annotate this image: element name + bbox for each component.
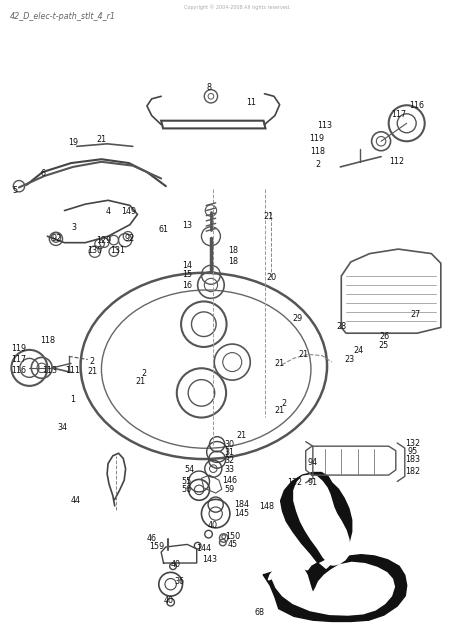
Text: 56: 56	[181, 485, 191, 494]
Text: 33: 33	[224, 465, 235, 474]
Text: 113: 113	[42, 366, 57, 375]
Text: 21: 21	[274, 406, 285, 415]
Text: 184: 184	[234, 500, 249, 509]
Text: 59: 59	[224, 485, 235, 494]
Text: 144: 144	[196, 544, 211, 553]
Text: Copyright © 2004-2008 All rights reserved.: Copyright © 2004-2008 All rights reserve…	[184, 4, 290, 10]
Text: 18: 18	[228, 257, 238, 266]
Text: 6: 6	[40, 169, 45, 178]
Text: 132: 132	[287, 478, 302, 487]
Text: 32: 32	[224, 456, 235, 465]
Text: 21: 21	[274, 359, 285, 368]
Text: 34: 34	[57, 423, 68, 432]
Text: 54: 54	[184, 465, 195, 474]
Text: 45: 45	[227, 540, 237, 549]
Text: 21: 21	[237, 431, 247, 440]
Text: 113: 113	[317, 121, 332, 130]
Text: 94: 94	[308, 458, 318, 467]
Text: 4: 4	[106, 207, 110, 216]
Text: 182: 182	[405, 467, 420, 476]
Text: 131: 131	[110, 246, 125, 255]
Text: 117: 117	[392, 110, 407, 119]
Text: 28: 28	[336, 322, 346, 331]
Polygon shape	[294, 475, 350, 565]
Text: 5: 5	[13, 186, 18, 195]
Text: 27: 27	[410, 310, 420, 319]
Text: 46: 46	[146, 534, 157, 543]
Text: 119: 119	[11, 344, 27, 353]
Text: 23: 23	[345, 355, 355, 364]
Text: 18: 18	[228, 246, 238, 255]
Text: 13: 13	[182, 221, 192, 230]
Text: 118: 118	[310, 147, 325, 156]
Text: 129: 129	[96, 236, 111, 245]
Text: 112: 112	[389, 157, 404, 166]
Text: 2: 2	[281, 399, 286, 408]
Text: 8: 8	[206, 83, 211, 92]
Text: 15: 15	[182, 270, 192, 279]
Text: 20: 20	[266, 273, 276, 282]
Text: 92: 92	[125, 234, 135, 243]
Text: 1: 1	[70, 395, 75, 404]
Text: 61: 61	[158, 225, 168, 234]
Text: 111: 111	[65, 366, 81, 375]
Text: 132: 132	[405, 439, 420, 448]
Text: 21: 21	[263, 213, 273, 221]
Text: 40: 40	[163, 596, 173, 605]
Text: 40: 40	[207, 521, 218, 530]
Text: 31: 31	[224, 448, 235, 457]
Text: 159: 159	[149, 542, 164, 551]
Text: 145: 145	[234, 509, 249, 518]
Text: 42_D_elec-t-path_stlt_4_r1: 42_D_elec-t-path_stlt_4_r1	[10, 12, 116, 21]
Text: 118: 118	[40, 336, 55, 345]
Text: 143: 143	[202, 555, 217, 564]
Text: 116: 116	[11, 366, 27, 375]
Text: 130: 130	[87, 246, 102, 255]
Text: 16: 16	[182, 281, 192, 290]
Text: 183: 183	[405, 455, 420, 464]
Text: 148: 148	[259, 502, 274, 511]
Text: 116: 116	[410, 101, 425, 110]
Text: 29: 29	[292, 314, 303, 323]
Text: 3: 3	[72, 223, 76, 232]
Text: 21: 21	[88, 367, 98, 376]
Text: 21: 21	[97, 135, 107, 144]
Text: 55: 55	[181, 477, 191, 486]
Polygon shape	[263, 473, 407, 621]
Text: 117: 117	[11, 355, 27, 364]
Text: 91: 91	[308, 478, 318, 487]
Text: 30: 30	[224, 440, 235, 449]
Text: 24: 24	[353, 346, 364, 355]
Text: 26: 26	[379, 332, 389, 341]
Text: 149: 149	[121, 207, 137, 216]
Text: 119: 119	[309, 134, 324, 143]
Text: 36: 36	[174, 577, 184, 586]
Text: 150: 150	[225, 532, 240, 541]
Text: 2: 2	[142, 369, 146, 377]
Text: 146: 146	[222, 476, 237, 485]
Text: 40: 40	[170, 560, 181, 569]
Text: 21: 21	[298, 350, 309, 359]
Polygon shape	[268, 562, 394, 615]
Text: 68: 68	[255, 608, 265, 617]
Text: 11: 11	[246, 98, 256, 107]
Text: 19: 19	[68, 138, 79, 147]
Text: 95: 95	[407, 447, 418, 456]
Text: 21: 21	[135, 377, 146, 386]
Text: 92: 92	[52, 234, 62, 243]
Text: 25: 25	[379, 341, 389, 350]
Text: 2: 2	[89, 357, 94, 366]
Text: 44: 44	[71, 496, 81, 505]
Text: 14: 14	[182, 261, 192, 270]
Text: 2: 2	[315, 160, 320, 169]
